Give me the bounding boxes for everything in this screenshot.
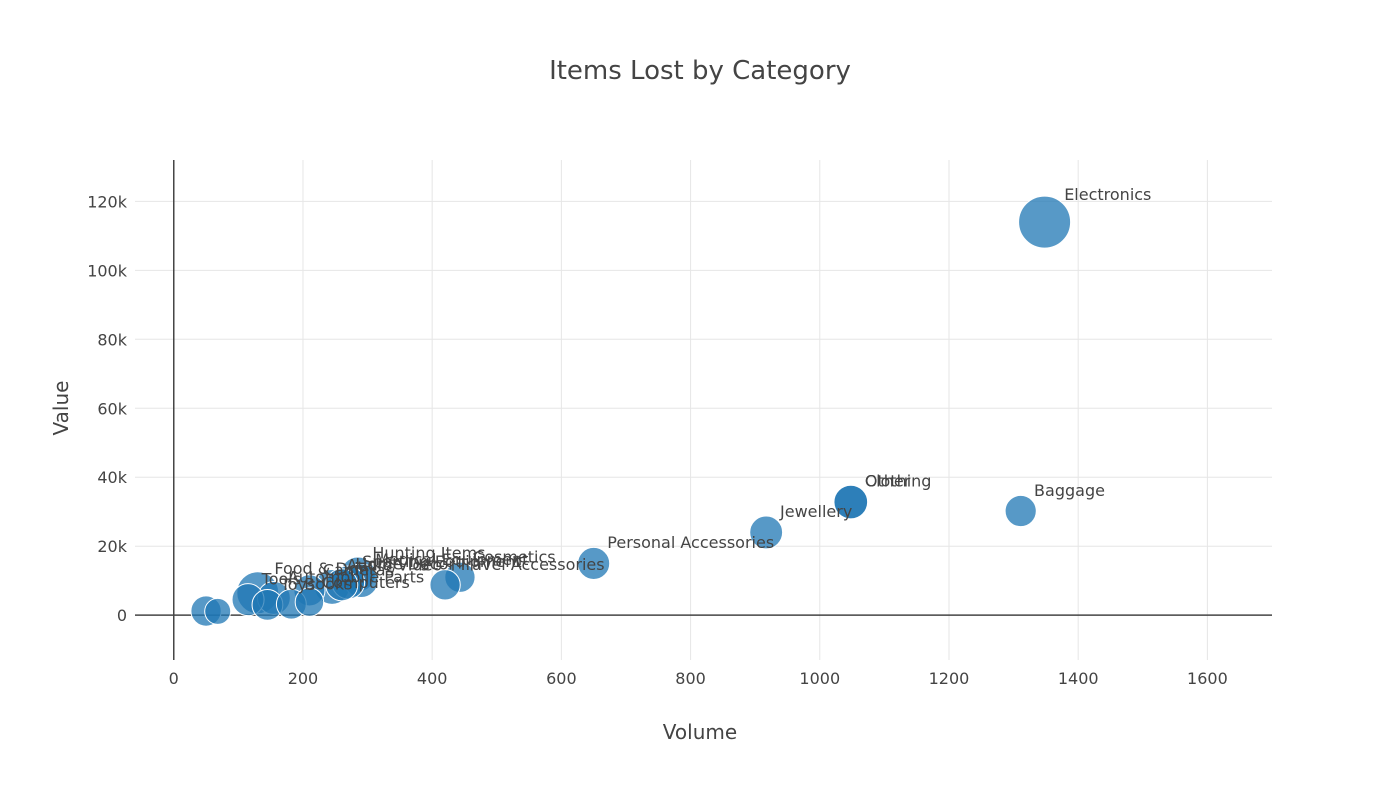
- x-tick-label: 1600: [1187, 669, 1228, 688]
- x-axis-title: Volume: [663, 720, 737, 744]
- y-tick-label: 100k: [87, 261, 128, 280]
- bubble-label: Travel Accessories: [457, 555, 604, 574]
- bubble-label: Automobile Parts: [288, 567, 424, 586]
- axis-layer: 0 200 400 600 800 1000 1200 1400 1600 0 20k 40k 60k 8…: [87, 160, 1272, 688]
- bubble-label: Toys: [280, 575, 316, 594]
- bubble-point[interactable]: [1004, 494, 1037, 528]
- bubble-label: Tools: [261, 569, 301, 588]
- bubble-label: Cosmetics: [473, 548, 556, 567]
- y-tick-label: 0: [117, 606, 127, 625]
- x-tick-label: 600: [546, 669, 577, 688]
- y-tick-label: 120k: [87, 192, 128, 211]
- y-tick-label: 80k: [97, 330, 127, 349]
- x-tick-label: 0: [169, 669, 179, 688]
- bubble-label: Jewellery: [779, 502, 852, 521]
- bubble-label: Other: [865, 471, 911, 490]
- bubble-label: Food & Drink: [274, 559, 379, 578]
- bubble-label: Audio/Video: [347, 556, 443, 575]
- x-tick-label: 400: [417, 669, 448, 688]
- label-layer: Electronics Other Baggage Clothing Jewellery…: [261, 185, 1152, 594]
- y-tick-label: 60k: [97, 399, 127, 418]
- bubble-layer: [190, 195, 1072, 627]
- x-tick-label: 1200: [929, 669, 970, 688]
- x-tick-label: 800: [675, 669, 706, 688]
- bubble-label: Baggage: [1034, 481, 1105, 500]
- bubble-label: Home Decor: [355, 555, 455, 574]
- bubble-point[interactable]: [204, 597, 232, 625]
- bubble-label: Cameras: [323, 560, 394, 579]
- bubble-label: Electronics: [1064, 185, 1151, 204]
- bubble-point[interactable]: [1018, 195, 1072, 249]
- bubble-label: Hunting Items: [372, 543, 485, 562]
- x-tick-label: 1400: [1058, 669, 1099, 688]
- grid-layer: [135, 160, 1272, 660]
- bubble-point[interactable]: [325, 568, 359, 602]
- x-tick-label: 200: [288, 669, 319, 688]
- y-axis-title: Value: [49, 381, 73, 436]
- y-tick-label: 40k: [97, 468, 127, 487]
- bubble-label: Books: [304, 575, 352, 594]
- bubble-point[interactable]: [429, 569, 461, 601]
- bubble-point[interactable]: [294, 587, 325, 617]
- bubble-label: Computers: [322, 573, 410, 592]
- y-tick-label: 20k: [97, 537, 127, 556]
- bubble-point[interactable]: [833, 484, 869, 520]
- x-tick-label: 1000: [799, 669, 840, 688]
- bubble-point[interactable]: [577, 546, 611, 580]
- bubble-label: Clothing: [865, 471, 932, 490]
- chart-title: Items Lost by Category: [549, 56, 851, 86]
- bubble-label: Personal Accessories: [607, 533, 774, 552]
- bubble-point[interactable]: [749, 515, 784, 550]
- bubble-label: Medical Equipment: [375, 550, 528, 569]
- bubble-label: Sporting Equipment: [362, 552, 522, 571]
